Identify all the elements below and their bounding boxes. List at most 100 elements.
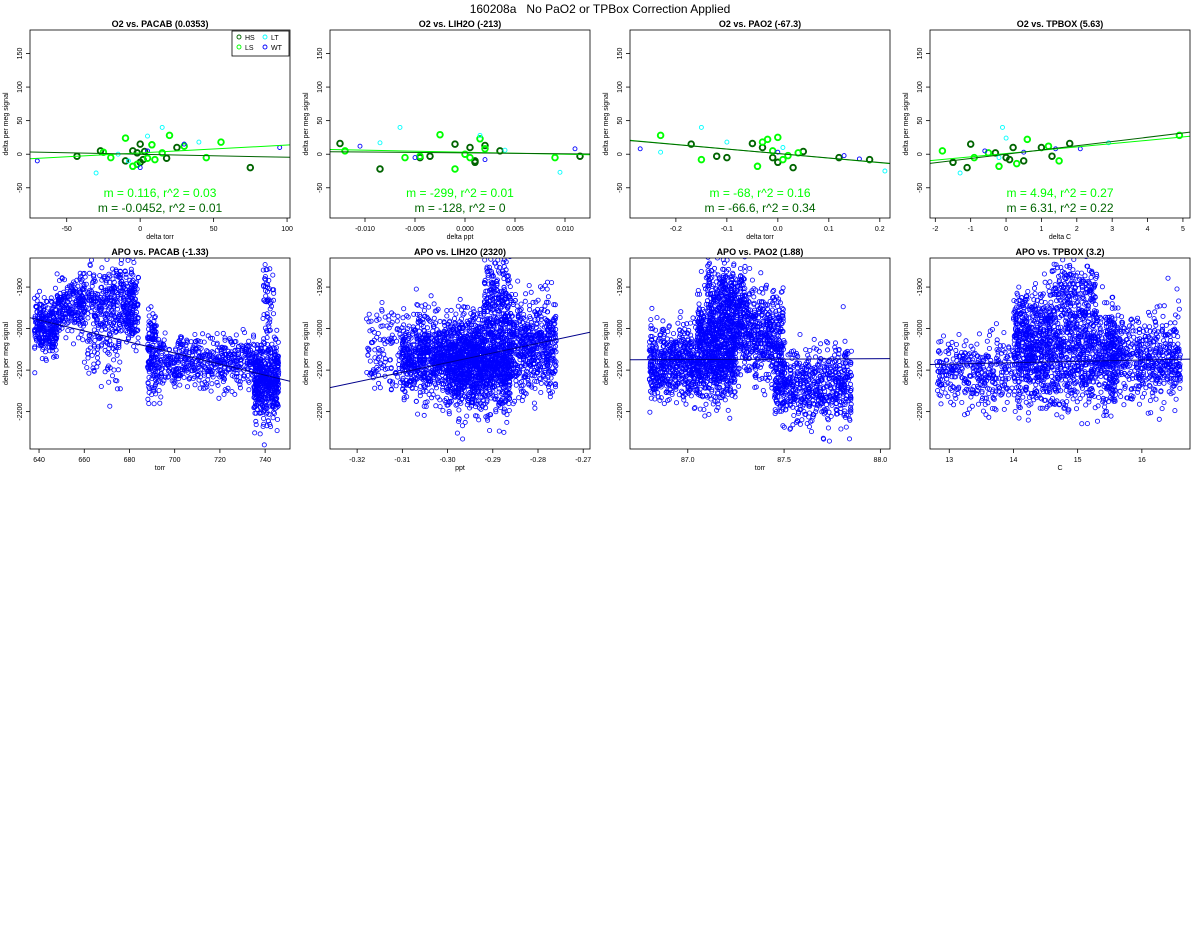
data-point: [246, 379, 252, 385]
data-point-lt: [1106, 140, 1112, 146]
data-point: [197, 374, 203, 380]
data-point: [469, 328, 475, 334]
data-point: [171, 378, 177, 384]
x-tick-label: 640: [33, 457, 45, 464]
data-point-hs: [949, 158, 957, 167]
data-point: [436, 334, 442, 340]
data-point: [171, 380, 177, 386]
data-point: [122, 286, 128, 292]
data-point: [112, 315, 118, 321]
data-point: [239, 347, 245, 353]
data-point-wt: [482, 157, 488, 163]
data-point-ls: [180, 142, 188, 150]
data-point-hs: [835, 153, 843, 162]
data-point: [244, 346, 250, 352]
data-point: [64, 299, 70, 305]
data-point: [407, 343, 413, 349]
data-point: [482, 386, 488, 392]
data-point: [468, 310, 474, 316]
data-point: [441, 339, 447, 345]
data-point: [458, 371, 464, 377]
data-point: [201, 352, 207, 358]
data-point: [413, 385, 419, 391]
data-point: [127, 277, 133, 283]
y-tick-label: 100: [17, 81, 24, 93]
data-point: [472, 413, 478, 419]
data-point: [446, 408, 452, 414]
data-point-ls: [202, 153, 211, 162]
data-point: [431, 301, 437, 307]
data-point: [113, 317, 119, 323]
data-point: [106, 379, 112, 385]
data-point: [531, 400, 537, 406]
data-point: [69, 328, 75, 334]
data-point: [99, 265, 105, 271]
x-tick-label: -50: [62, 226, 72, 233]
x-tick-label: 680: [124, 457, 136, 464]
data-point: [118, 317, 124, 323]
data-point-hs: [246, 163, 255, 172]
data-point: [161, 361, 167, 367]
data-point: [493, 393, 499, 399]
data-point: [263, 293, 269, 299]
x-axis-label: delta C: [1049, 234, 1071, 241]
data-point: [420, 388, 426, 394]
data-point: [53, 337, 59, 343]
data-point: [150, 333, 156, 339]
data-point: [90, 273, 96, 279]
data-point: [117, 268, 123, 274]
data-point: [440, 407, 446, 413]
data-point-ls: [148, 141, 156, 149]
panel-title: APO vs. LIH2O (2320): [414, 247, 506, 257]
data-point: [235, 344, 241, 350]
data-point: [424, 325, 430, 331]
data-point: [89, 304, 95, 310]
data-point: [107, 365, 113, 371]
data-point-ls: [217, 138, 225, 146]
data-point: [175, 340, 181, 346]
data-point: [460, 370, 466, 376]
data-point: [226, 351, 232, 357]
data-point: [440, 331, 446, 337]
data-point: [156, 340, 162, 346]
data-point: [109, 342, 115, 348]
data-point: [419, 376, 425, 382]
data-point: [264, 335, 270, 341]
data-point: [535, 367, 541, 373]
data-point: [65, 318, 71, 324]
data-point: [103, 310, 109, 316]
data-point: [455, 303, 461, 309]
data-point: [65, 328, 71, 334]
fit-annotation: m = 4.94, r^2 = 0.27: [1006, 186, 1113, 200]
data-point-wt: [181, 141, 187, 147]
fit-line: [930, 135, 1190, 162]
data-point-hs: [426, 152, 434, 160]
data-point: [112, 377, 118, 383]
data-point: [130, 289, 136, 295]
data-point: [475, 331, 481, 337]
data-point: [492, 396, 498, 402]
data-point: [421, 357, 427, 363]
fit-annotation: m = -128, r^2 = 0: [414, 201, 505, 215]
data-point: [73, 309, 79, 315]
data-point: [436, 378, 442, 384]
data-point: [417, 318, 423, 324]
data-point: [209, 335, 215, 341]
data-point: [461, 362, 467, 368]
data-point: [512, 398, 518, 404]
panel-title: O2 vs. LIH2O (-213): [419, 19, 502, 29]
data-point: [262, 274, 268, 280]
data-point: [131, 343, 137, 349]
data-point: [471, 316, 477, 322]
data-point: [449, 385, 455, 391]
data-point-ls: [476, 135, 484, 143]
data-point: [260, 403, 266, 409]
x-tick-label: 0.2: [875, 226, 885, 233]
data-point: [400, 334, 406, 340]
data-point: [268, 350, 274, 356]
data-point-lt: [557, 169, 563, 175]
data-point: [159, 350, 165, 356]
data-point-hs: [451, 140, 459, 148]
data-point: [428, 378, 434, 384]
data-point: [509, 366, 515, 372]
